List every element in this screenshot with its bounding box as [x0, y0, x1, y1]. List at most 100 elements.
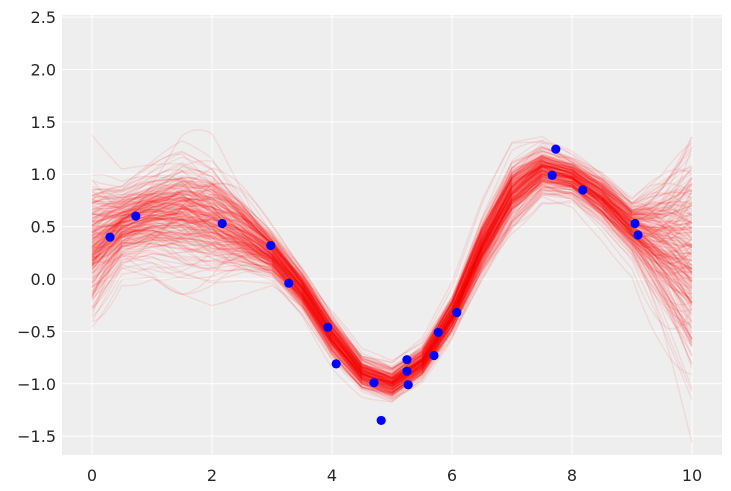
observation-point [452, 307, 462, 318]
sample-curve [91, 184, 693, 388]
sample-curve [91, 158, 693, 380]
observation-point [633, 230, 643, 240]
sample-curve [91, 180, 693, 387]
sample-curve [91, 156, 693, 381]
sample-curve [91, 165, 693, 390]
observation-point [402, 366, 412, 376]
sample-curve [91, 173, 693, 389]
sample-curve [91, 155, 693, 379]
sample-curve [91, 154, 693, 375]
sample-curve [91, 182, 693, 396]
sample-curve [91, 156, 692, 382]
sample-curve [91, 183, 693, 394]
sample-curve [91, 180, 693, 396]
sample-curve [91, 172, 693, 392]
sample-curve [91, 174, 693, 384]
sample-curve [91, 194, 693, 403]
sample-curve [91, 178, 693, 379]
sample-curve [91, 150, 693, 370]
sample-curve [91, 191, 693, 394]
sample-curve [91, 156, 693, 376]
sample-curve [91, 180, 693, 379]
sample-curve [91, 178, 693, 384]
sample-curve [91, 136, 693, 377]
sample-curve [91, 191, 693, 370]
sample-curve [91, 170, 693, 385]
sample-curve [91, 182, 693, 392]
sample-curve [91, 168, 693, 391]
y-axis-tick-labels: −1.5 −1.0 −0.5 0.0 0.5 1.0 1.5 2.0 2.5 [17, 8, 56, 446]
observation-point [429, 350, 439, 361]
sample-curve [91, 164, 693, 378]
sample-curve [91, 156, 693, 378]
sample-curve [91, 154, 693, 380]
sample-curve [91, 184, 693, 391]
sample-curve [91, 160, 693, 378]
sample-curve [91, 170, 693, 383]
sample-curve [91, 165, 693, 381]
sample-curve [91, 164, 693, 383]
sample-curve [91, 192, 693, 384]
sample-curve [91, 184, 693, 401]
sample-curve [91, 155, 693, 385]
sample-curve [91, 166, 693, 388]
sample-curve [91, 158, 693, 384]
sample-curve [91, 170, 693, 381]
sample-curve [91, 181, 693, 379]
sample-curve [91, 161, 693, 384]
posterior-sample-curves [91, 129, 693, 444]
sample-curve [91, 145, 693, 376]
sample-curve [91, 160, 693, 380]
sample-curve [91, 164, 693, 390]
sample-curve [91, 180, 693, 370]
sample-curve [91, 157, 693, 389]
y-tick-label: 2.5 [31, 8, 56, 27]
sample-curve [91, 142, 693, 380]
sample-curve [91, 160, 693, 384]
sample-curve [91, 172, 693, 384]
sample-curve [91, 140, 693, 372]
sample-curve [91, 161, 693, 378]
sample-curve [91, 164, 693, 383]
sample-curve [91, 181, 693, 387]
sample-curve [91, 199, 693, 384]
sample-curve [91, 186, 693, 394]
sample-curve [91, 175, 693, 384]
sample-curve [91, 180, 693, 397]
sample-curve [91, 180, 693, 396]
sample-curve [91, 176, 693, 391]
observation-point [131, 211, 141, 221]
sample-curve [91, 162, 693, 389]
sample-curve [91, 158, 693, 397]
y-tick-label: 0.5 [31, 218, 56, 237]
observation-point [630, 218, 640, 229]
sample-curve [91, 167, 693, 376]
sample-curve [91, 146, 693, 379]
sample-curve [91, 164, 693, 387]
sample-curve [91, 163, 693, 385]
sample-curve [91, 186, 693, 394]
sample-curve [91, 161, 692, 381]
sample-curve [91, 161, 693, 381]
sample-curve [91, 147, 693, 390]
sample-curve [91, 175, 693, 390]
sample-curve [91, 167, 693, 385]
plot-background [62, 15, 722, 455]
sample-curve [91, 185, 693, 389]
sample-curve [91, 176, 693, 387]
sample-curve [91, 163, 693, 384]
sample-curve [91, 173, 693, 390]
sample-curve [91, 179, 693, 378]
sample-curve [91, 158, 693, 378]
sample-curve [91, 173, 693, 384]
observation-point [547, 170, 557, 180]
sample-curve [91, 163, 693, 388]
sample-curve [91, 186, 693, 393]
sample-curve [91, 159, 693, 375]
sample-curve [91, 188, 693, 380]
y-tick-label: −0.5 [17, 322, 56, 341]
sample-curve [91, 179, 693, 391]
sample-curve [91, 167, 693, 397]
sample-curve [91, 162, 693, 384]
sample-curve [91, 134, 693, 364]
